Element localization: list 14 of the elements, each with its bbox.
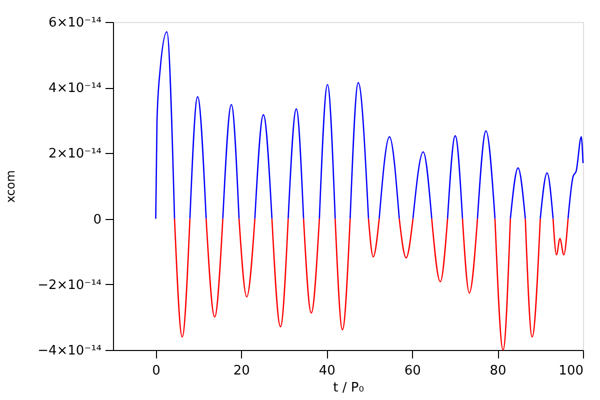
- x-tick-label: 80: [490, 364, 506, 378]
- y-tick-label: −4×10⁻¹⁴: [38, 344, 102, 358]
- y-tick-label: 6×10⁻¹⁴: [48, 16, 102, 30]
- x-tick-label: 60: [404, 364, 421, 378]
- x-tick-label: 20: [233, 364, 250, 378]
- x-tick-label: 100: [558, 364, 584, 378]
- y-tick-label: 0: [93, 212, 102, 228]
- y-axis-title: xcom: [4, 170, 18, 203]
- x-tick-label: 0: [152, 364, 160, 378]
- y-tick-label: 2×10⁻¹⁴: [48, 146, 102, 162]
- y-tick-label: 4×10⁻¹⁴: [48, 81, 102, 96]
- x-tick-label: 40: [318, 364, 336, 378]
- x-axis-title: t / P₀: [333, 380, 364, 396]
- y-tick-label: −2×10⁻¹⁴: [38, 278, 102, 293]
